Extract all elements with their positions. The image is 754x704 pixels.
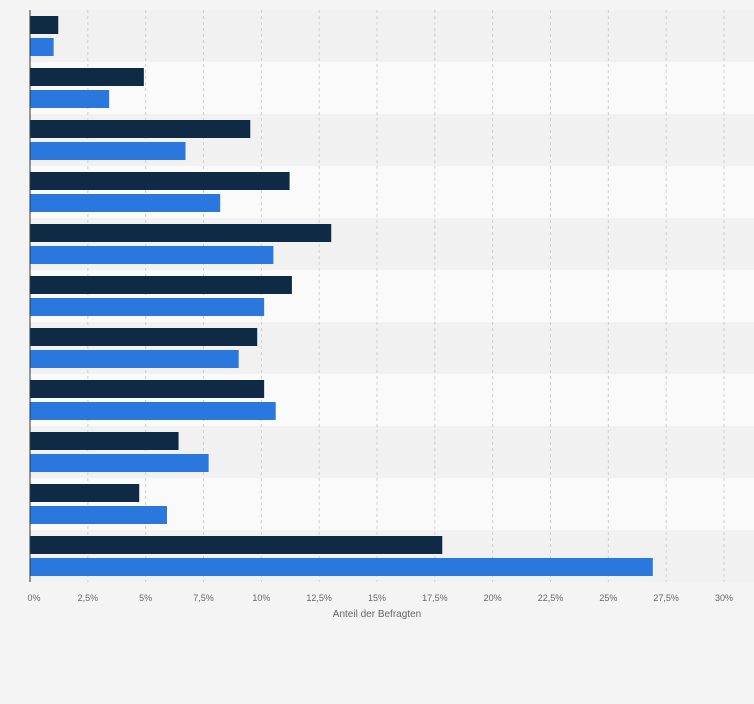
bar-series-1: [30, 276, 292, 294]
x-tick-label: 27,5%: [653, 593, 679, 603]
bar-series-2: [30, 402, 276, 420]
bar-series-1: [30, 172, 290, 190]
x-axis-label: Anteil der Befragten: [333, 609, 421, 620]
x-tick-label: 22,5%: [538, 593, 564, 603]
bar-series-2: [30, 454, 209, 472]
bar-series-1: [30, 484, 140, 502]
x-tick-label: 20%: [484, 593, 502, 603]
bar-series-1: [30, 68, 144, 86]
bars: [30, 16, 653, 576]
x-tick-label: 30%: [715, 593, 733, 603]
bar-series-1: [30, 328, 258, 346]
bar-series-2: [30, 194, 221, 212]
x-tick-labels: 0% 2,5% 5% 7,5% 10% 12,5% 15% 17,5% 20% 22,5% 25% 2…: [27, 593, 733, 603]
x-tick-label: 15%: [368, 593, 386, 603]
bar-series-2: [30, 350, 239, 368]
bar-series-2: [30, 38, 54, 56]
bar-series-2: [30, 558, 653, 576]
x-tick-label: 5%: [139, 593, 152, 603]
x-tick-label: 7,5%: [193, 593, 214, 603]
row-bands: [30, 10, 754, 582]
bar-series-1: [30, 120, 251, 138]
x-tick-label: 0%: [27, 593, 40, 603]
bar-series-1: [30, 536, 443, 554]
x-tick-label: 17,5%: [422, 593, 448, 603]
row-band: [30, 10, 754, 62]
x-tick-label: 2,5%: [78, 593, 99, 603]
bar-series-2: [30, 298, 265, 316]
bar-series-2: [30, 142, 186, 160]
bar-series-1: [30, 432, 179, 450]
row-band: [30, 62, 754, 114]
x-tick-label: 25%: [599, 593, 617, 603]
bar-series-1: [30, 380, 265, 398]
x-tick-label: 10%: [252, 593, 270, 603]
bar-series-2: [30, 506, 167, 524]
bar-series-2: [30, 90, 110, 108]
bar-series-1: [30, 224, 332, 242]
x-tick-label: 12,5%: [306, 593, 332, 603]
bar-series-1: [30, 16, 59, 34]
bar-series-2: [30, 246, 274, 264]
